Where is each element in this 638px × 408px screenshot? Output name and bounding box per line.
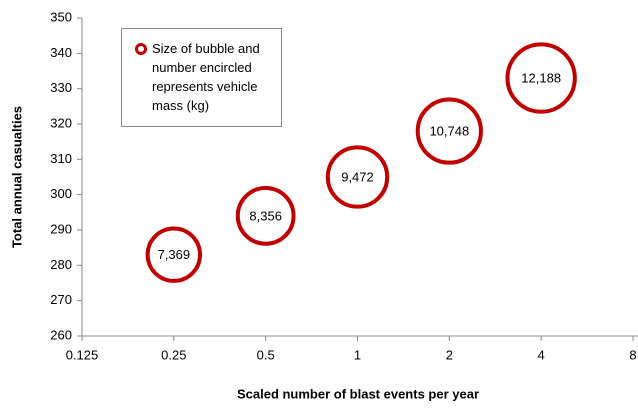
x-tick-label: 0.125 bbox=[66, 347, 99, 362]
legend-marker bbox=[135, 43, 147, 55]
legend-label: Size of bubble and number encircled repr… bbox=[152, 41, 260, 113]
x-tick-label: 0.25 bbox=[161, 347, 186, 362]
y-tick-label: 300 bbox=[50, 186, 72, 201]
data-label: 10,748 bbox=[429, 124, 469, 139]
y-tick-label: 320 bbox=[50, 115, 72, 130]
x-tick-label: 2 bbox=[446, 347, 453, 362]
y-tick-label: 270 bbox=[50, 292, 72, 307]
y-tick-label: 310 bbox=[50, 151, 72, 166]
y-tick-label: 330 bbox=[50, 80, 72, 95]
y-tick-label: 340 bbox=[50, 45, 72, 60]
x-tick-label: 8 bbox=[629, 347, 636, 362]
bubble bbox=[235, 185, 296, 246]
x-tick-label: 4 bbox=[538, 347, 545, 362]
bubble bbox=[415, 97, 483, 165]
legend: Size of bubble and number encircled repr… bbox=[121, 28, 282, 127]
data-label: 7,369 bbox=[158, 247, 191, 262]
x-axis-title: Scaled number of blast events per year bbox=[237, 386, 479, 401]
bubble bbox=[145, 226, 203, 283]
data-label: 9,472 bbox=[341, 169, 374, 184]
data-label: 12,188 bbox=[521, 71, 561, 86]
y-tick-label: 260 bbox=[50, 327, 72, 342]
y-tick-label: 290 bbox=[50, 221, 72, 236]
bubble bbox=[325, 145, 390, 209]
data-label: 8,356 bbox=[249, 208, 282, 223]
y-axis-title: Total annual casualties bbox=[9, 106, 24, 248]
y-tick-label: 350 bbox=[50, 9, 72, 24]
x-tick-label: 0.5 bbox=[257, 347, 275, 362]
x-tick-label: 1 bbox=[354, 347, 361, 362]
y-tick-label: 280 bbox=[50, 257, 72, 272]
bubble bbox=[505, 42, 577, 114]
